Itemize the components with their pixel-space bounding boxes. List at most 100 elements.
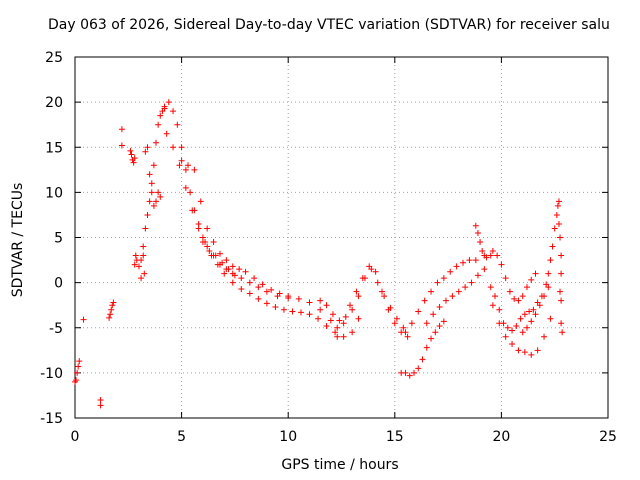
data-point-16-1 [474,229,481,236]
data-point-13-4 [415,365,422,372]
data-point-2-2 [108,306,115,313]
data-point-1-1 [97,396,104,403]
data-point-7-15 [238,275,245,282]
x-tick-label-4: 20 [492,429,510,445]
data-point-20-1 [523,324,530,331]
x-tick-label-3: 15 [386,429,404,445]
data-point-15-9 [481,266,488,273]
data-point-7-24 [327,317,334,324]
series-peak-19 [472,222,490,261]
data-point-7-25 [334,324,341,331]
data-point-8-11 [238,285,245,292]
data-point-8-5 [195,225,202,232]
data-point-8-24 [349,329,356,336]
data-point-18-10 [530,306,537,313]
data-point-19-3 [509,340,516,347]
data-point-3-3 [130,159,137,166]
data-point-19-4 [515,347,522,354]
data-point-5-9 [157,112,164,119]
data-point-6-1 [144,144,151,151]
data-point-10-0 [199,239,206,246]
data-point-6-7 [157,193,164,200]
data-point-3-1 [128,151,135,158]
series-track-c [127,147,138,166]
data-point-15-10 [487,252,494,259]
data-point-11-6 [372,268,379,275]
data-point-21-7 [555,220,562,227]
data-point-7-5 [182,166,189,173]
data-point-20-4 [536,302,543,309]
data-point-14-9 [460,259,467,266]
data-point-20-0 [519,329,526,336]
data-point-2-0 [106,314,113,321]
series-loop-19-22a [489,248,539,304]
series-loop-12b [317,266,407,331]
data-point-21-9 [558,252,565,259]
data-point-17-8 [523,284,530,291]
data-point-18-1 [492,293,499,300]
data-point-4-0 [131,261,138,268]
y-tick-label-3: 0 [54,276,63,292]
data-point-0-2 [74,369,81,376]
data-point-22-1 [558,297,565,304]
data-point-9-5 [210,239,217,246]
data-point-8-4 [189,207,196,214]
data-point-9-11 [251,275,258,282]
data-point-17-5 [511,295,518,302]
data-point-15-2 [436,303,443,310]
data-point-14-7 [447,268,454,275]
data-point-17-4 [506,288,513,295]
data-point-6-5 [153,198,160,205]
data-point-7-3 [174,121,181,128]
data-point-13-2 [406,372,413,379]
data-point-17-9 [528,276,535,283]
data-point-21-6 [555,198,562,205]
data-point-6-4 [150,202,157,209]
y-tick-label-4: 5 [54,231,63,247]
data-point-1-3 [118,126,125,133]
data-point-12-8 [368,266,375,273]
series-loop-19-22d [519,284,552,336]
data-point-17-0 [489,248,496,255]
data-point-15-8 [474,272,481,279]
series-end-tail [557,288,566,336]
data-point-19-8 [541,333,548,340]
data-point-8-12 [246,290,253,297]
data-point-12-5 [349,306,356,313]
data-point-18-0 [487,284,494,291]
data-point-7-22 [306,299,313,306]
series-dip-15-17 [398,318,447,379]
data-points [72,99,566,409]
y-tick-label-8: 25 [45,50,63,66]
data-point-7-1 [165,99,172,106]
data-point-6-0 [142,148,149,155]
data-point-5-8 [155,121,162,128]
data-point-9-0 [178,157,185,164]
y-tick-label-2: -5 [49,321,63,337]
data-point-13-10 [440,318,447,325]
data-point-14-3 [421,297,428,304]
data-point-8-20 [315,315,322,322]
data-point-15-6 [462,284,469,291]
y-axis-label: SDTVAR / TECUs [10,182,26,298]
data-point-15-0 [423,320,430,327]
data-point-8-15 [272,303,279,310]
data-point-7-18 [263,288,270,295]
data-point-14-10 [466,257,473,264]
data-point-10-2 [212,252,219,259]
data-point-18-8 [521,311,528,318]
data-point-8-10 [229,279,236,286]
data-point-11-0 [334,333,341,340]
data-point-18-9 [526,308,533,315]
data-point-12-10 [381,293,388,300]
data-point-4-1 [132,252,139,259]
data-point-13-5 [419,356,426,363]
data-point-12-0 [317,297,324,304]
data-point-14-5 [434,279,441,286]
series-track-b [106,299,117,321]
data-point-17-6 [515,297,522,304]
data-point-1-4 [118,142,125,149]
data-point-9-10 [242,268,249,275]
data-point-19-2 [502,333,509,340]
data-point-9-12 [259,281,266,288]
